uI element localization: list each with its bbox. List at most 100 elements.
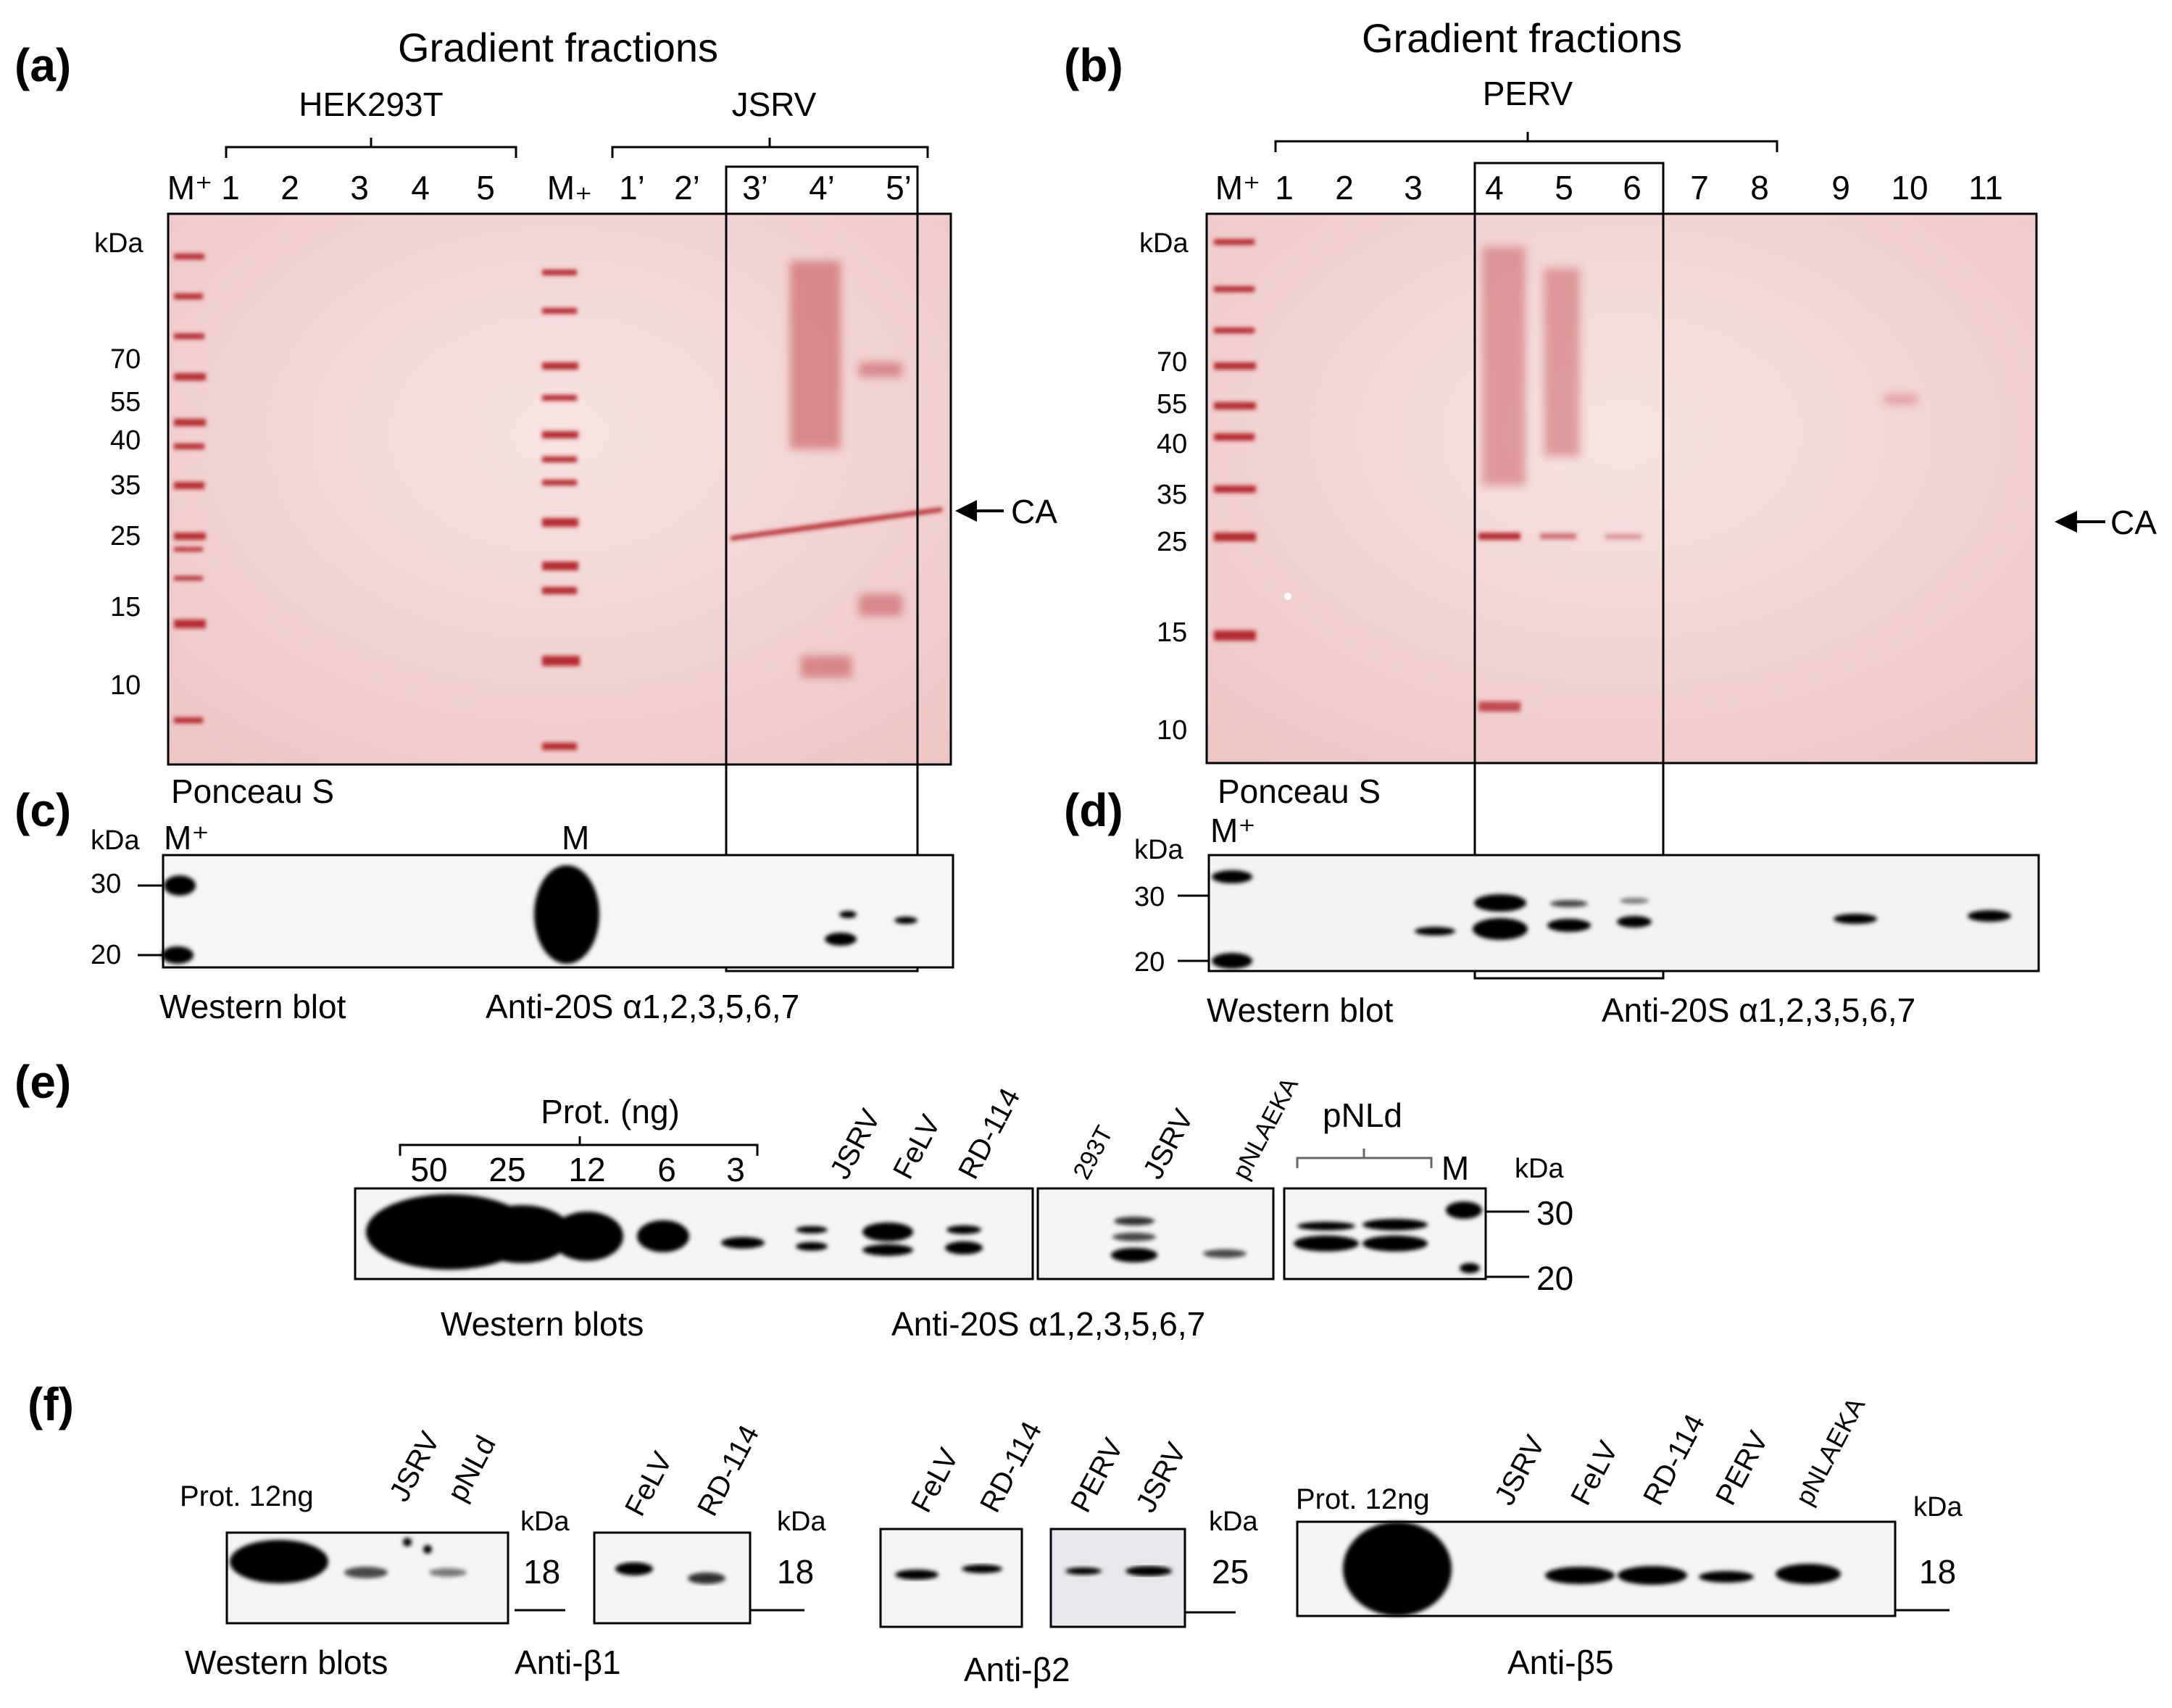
highlight-box-perv: [1473, 162, 1665, 980]
lane-label: 4: [1485, 169, 1504, 207]
mw-marker: 30: [1134, 882, 1165, 912]
blot-e2-background: [1036, 1187, 1275, 1280]
marker-ticks: [1486, 1210, 1529, 1278]
group-label-jsrv: JSRV: [732, 86, 817, 123]
lane-label: JSRV: [1137, 1104, 1200, 1185]
arrowhead-ca-b: [2055, 511, 2077, 533]
bracket-perv: [1274, 132, 1778, 152]
lane-label: FeLV: [619, 1446, 678, 1521]
lane-label: M⁺: [1215, 169, 1261, 207]
mw-marker: 10: [1157, 715, 1187, 746]
lane-label: FeLV: [905, 1443, 965, 1517]
mw-marker: 70: [1157, 347, 1187, 378]
mw-marker: 18: [777, 1553, 814, 1591]
mw-marker: 25: [1212, 1553, 1249, 1591]
mw-marker: 55: [110, 387, 141, 417]
lane-label: 2’: [674, 169, 700, 207]
panel-a-label: (a): [14, 39, 71, 91]
blot-f4: [1296, 1520, 1897, 1617]
panel-d-label: (d): [1064, 784, 1123, 836]
kda-label: kDa: [1515, 1154, 1564, 1184]
lane-label: 3: [1404, 169, 1423, 207]
mw-marker: 25: [1157, 527, 1187, 557]
lane-label: FeLV: [1565, 1436, 1624, 1510]
mw-marker: 18: [523, 1553, 560, 1591]
blot-f3b-background: [1049, 1528, 1186, 1628]
lane-label: JSRV: [1489, 1430, 1552, 1511]
highlight-box-jsrv: [725, 165, 919, 972]
marker-ticks: [1178, 894, 1209, 962]
lane-label: 2: [1335, 169, 1354, 207]
ca-label-b: CA: [2110, 504, 2157, 541]
mw-marker: 18: [1919, 1553, 1956, 1591]
stain-label-b: Ponceau S: [1218, 772, 1381, 810]
lane-label: 5’: [886, 169, 912, 207]
stain-label-a: Ponceau S: [171, 772, 334, 810]
panel-c-label: (c): [14, 784, 71, 836]
blot-f1: [225, 1531, 509, 1625]
lane-label: 1: [1275, 169, 1294, 207]
gel-b-background: [1205, 212, 2038, 765]
prot-label: Prot. (ng): [541, 1093, 680, 1130]
blot-e3-background: [1283, 1187, 1487, 1280]
kda-label: kDa: [1139, 228, 1189, 259]
panel-b: (b) Gradient fractions PERV M⁺ 1 2 3 4 5…: [1064, 15, 2157, 810]
lane-label: JSRV: [383, 1427, 446, 1507]
method-label-e: Western blots: [441, 1305, 644, 1343]
mw-marker: 55: [1157, 389, 1187, 420]
bracket-jsrv: [611, 138, 929, 158]
lane-label: RD-114: [691, 1420, 765, 1521]
prot-lane-label: 3: [726, 1151, 745, 1188]
lane-label: PERV: [1065, 1433, 1130, 1517]
kda-label: kDa: [1913, 1492, 1963, 1522]
blot-d: [1207, 854, 2040, 972]
mw-marker: 20: [91, 940, 121, 970]
kda-label: kDa: [1209, 1507, 1258, 1537]
method-label-c: Western blot: [159, 988, 346, 1025]
lane-label: 4: [411, 169, 430, 207]
lane-label: 7: [1690, 169, 1709, 207]
gel-a: [167, 212, 952, 766]
lane-label: JSRV: [1130, 1438, 1193, 1518]
lane-label: JSRV: [824, 1104, 887, 1185]
lane-label: PERV: [1710, 1426, 1775, 1510]
antibody-label-d: Anti-20S α1,2,3,5,6,7: [1602, 991, 1915, 1029]
mw-marker: 30: [91, 869, 121, 899]
lane-label: M⁺: [1210, 812, 1256, 849]
blot-c: [162, 854, 954, 969]
mw-marker: 15: [110, 592, 141, 622]
antibody-label-f1: Anti-β1: [515, 1644, 621, 1681]
lane-label: 3’: [742, 169, 768, 207]
lane-label: 3: [350, 169, 369, 207]
lane-label: 1: [221, 169, 240, 207]
mw-marker: 20: [1134, 947, 1165, 978]
mw-marker: 20: [1536, 1259, 1573, 1297]
panel-e-label: (e): [14, 1056, 71, 1108]
lane-label: 5: [1555, 169, 1573, 207]
antibody-label-c: Anti-20S α1,2,3,5,6,7: [486, 988, 799, 1025]
panel-f: (f) Prot. 12ng JSRV pNLd kDa 18 Western …: [28, 1378, 1963, 1688]
group-label-pnld: pNLd: [1323, 1096, 1402, 1134]
group-label-hek293t: HEK293T: [299, 86, 443, 123]
panel-b-label: (b): [1064, 39, 1123, 91]
lane-label: RD-114: [974, 1416, 1048, 1517]
lane-label: pNLAEKA: [1228, 1072, 1305, 1183]
prot-lane-label: 6: [657, 1151, 676, 1188]
kda-label: kDa: [520, 1507, 570, 1537]
lane-label: pNLd: [441, 1430, 502, 1507]
prot-lane-label: 50: [410, 1151, 447, 1188]
panel-d: (d) kDa M⁺ 30 20 Western blot Anti-20S α…: [1064, 784, 2040, 1029]
ca-label-a: CA: [1011, 493, 1057, 530]
panel-f-label: (f): [28, 1378, 74, 1430]
lane-label: 9: [1831, 169, 1850, 207]
kda-label: kDa: [91, 825, 140, 856]
lane-label-m: M: [1441, 1149, 1469, 1187]
mw-marker: 70: [110, 344, 141, 375]
gel-spot: [1284, 593, 1291, 600]
bracket-hek293t: [225, 138, 517, 158]
lane-label: M⁺: [167, 169, 213, 207]
antibody-label-f2: Anti-β2: [964, 1651, 1070, 1688]
panel-a-title: Gradient fractions: [398, 25, 718, 70]
gel-b: [1205, 212, 2038, 765]
